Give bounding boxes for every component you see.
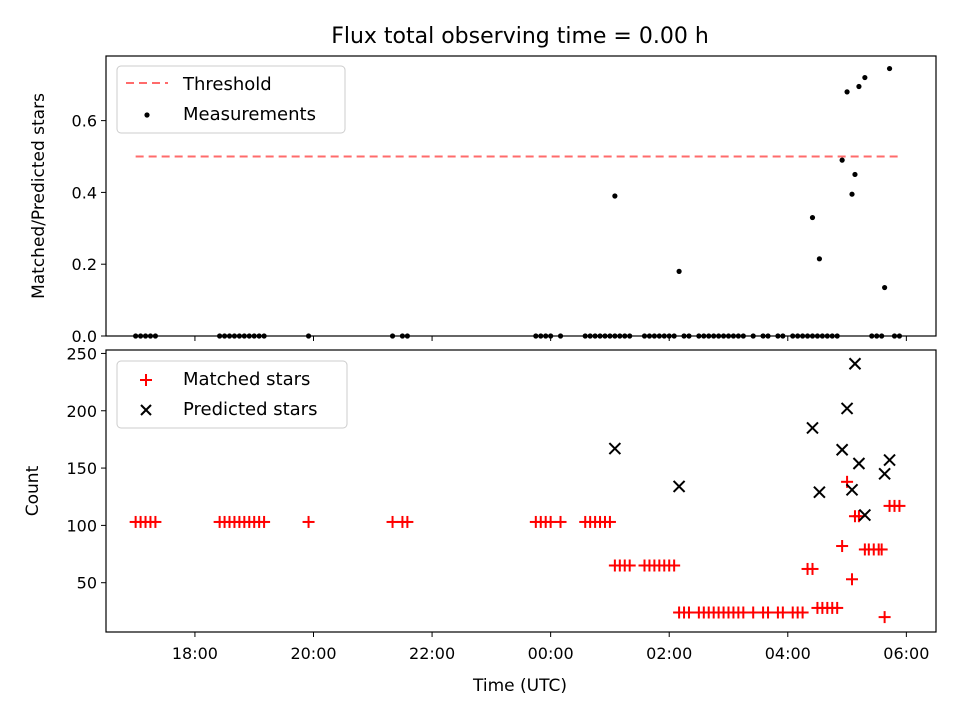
predicted-star-point xyxy=(845,483,859,497)
predicted-star-point xyxy=(878,467,891,481)
x-tick-label: 06:00 xyxy=(883,644,929,663)
measurement-point xyxy=(886,65,893,72)
matched-legend-label: Matched stars xyxy=(183,369,310,390)
matched-star-point xyxy=(878,611,891,624)
measurement-point xyxy=(856,83,862,90)
measurement-point xyxy=(852,171,858,178)
measurement-point xyxy=(862,74,868,81)
top-legend: Threshold Measurements xyxy=(116,65,346,134)
bottom-y-tick-label: 50 xyxy=(77,574,97,593)
chart-title: Flux total observing time = 0.00 h xyxy=(331,24,709,49)
count-points xyxy=(129,357,906,624)
predicted-star-point xyxy=(835,443,849,456)
matched-legend-swatch xyxy=(140,374,152,386)
predicted-legend-swatch xyxy=(140,404,152,416)
matched-star-point xyxy=(846,573,859,586)
predicted-star-point xyxy=(858,508,872,522)
matched-star-point xyxy=(893,499,906,512)
measurement-points xyxy=(133,65,903,339)
measurements-legend-label: Measurements xyxy=(183,104,316,125)
matched-star-point xyxy=(668,559,681,572)
top-y-axis-label: Matched/Predicted stars xyxy=(29,93,49,299)
matched-star-point xyxy=(875,543,888,556)
bottom-axis-ticks: 50 100 150 200 250 18:00 20:00 22:00 00:00 02:00 0… xyxy=(66,344,929,663)
bottom-y-tick-label: 250 xyxy=(66,344,97,363)
predicted-star-point xyxy=(840,402,854,415)
matched-star-point xyxy=(603,515,616,528)
bottom-y-tick-label: 150 xyxy=(66,459,97,478)
matched-star-point xyxy=(258,515,271,528)
x-tick-label: 22:00 xyxy=(409,644,455,663)
measurement-point xyxy=(849,191,855,197)
x-tick-label: 18:00 xyxy=(172,644,218,663)
x-tick-label: 00:00 xyxy=(528,644,574,663)
x-tick-label: 04:00 xyxy=(765,644,811,663)
x-axis-label: Time (UTC) xyxy=(472,676,567,696)
measurement-point xyxy=(809,214,816,221)
measurements-legend-swatch xyxy=(144,112,150,118)
matched-star-point xyxy=(623,559,636,572)
top-plot-frame xyxy=(105,55,937,337)
matched-star-point xyxy=(401,515,414,528)
matched-star-point xyxy=(806,562,819,575)
predicted-star-point xyxy=(848,357,862,370)
x-tick-label: 20:00 xyxy=(290,644,336,663)
predicted-star-point xyxy=(883,453,896,467)
matched-star-point xyxy=(831,601,844,614)
top-panel: 0.0 0.2 0.4 0.6 Matched/Predicted stars Thr… xyxy=(29,55,937,346)
measurement-point xyxy=(612,193,618,199)
predicted-star-point xyxy=(852,457,866,470)
top-y-tick-label: 0.0 xyxy=(72,327,97,346)
bottom-legend: Matched stars Predicted stars xyxy=(116,360,348,429)
threshold-legend-label: Threshold xyxy=(182,74,272,95)
matched-star-point xyxy=(796,606,809,619)
top-y-tick-label: 0.6 xyxy=(72,112,97,131)
top-axis-ticks: 0.0 0.2 0.4 0.6 xyxy=(72,112,907,346)
bottom-y-tick-label: 200 xyxy=(66,402,97,421)
predicted-star-point xyxy=(813,485,826,499)
matched-star-point xyxy=(836,540,849,553)
top-y-tick-label: 0.4 xyxy=(72,183,97,202)
predicted-star-point xyxy=(672,480,686,493)
x-tick-label: 02:00 xyxy=(646,644,692,663)
matched-star-point xyxy=(554,515,567,528)
bottom-y-tick-label: 100 xyxy=(66,516,97,535)
measurement-point xyxy=(844,89,850,95)
top-legend-box xyxy=(116,65,346,134)
top-y-tick-label: 0.2 xyxy=(72,255,97,274)
predicted-star-point xyxy=(608,442,622,455)
bottom-plot-frame xyxy=(105,349,937,633)
matched-star-point xyxy=(149,515,162,528)
bottom-y-axis-label: Count xyxy=(23,465,43,516)
measurement-point xyxy=(816,256,823,262)
bottom-legend-box xyxy=(116,360,348,429)
measurement-point xyxy=(676,268,682,274)
predicted-legend-label: Predicted stars xyxy=(183,399,317,420)
measurement-point xyxy=(882,284,888,291)
bottom-panel: 50 100 150 200 250 18:00 20:00 22:00 00:00 02:00 0… xyxy=(23,344,937,696)
predicted-star-point xyxy=(806,421,819,435)
measurement-point xyxy=(839,157,845,163)
matched-star-point xyxy=(302,515,315,528)
